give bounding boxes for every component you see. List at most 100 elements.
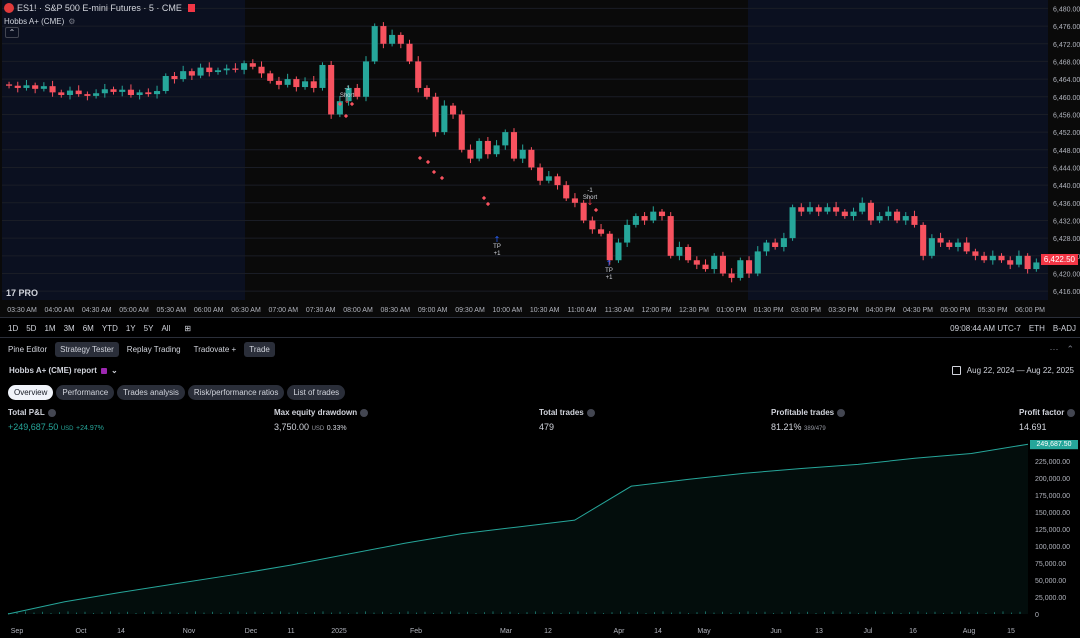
drawdown-bar — [93, 613, 94, 614]
timeframe-5y[interactable]: 5Y — [143, 323, 154, 333]
equity-tick-label: 25,000.00 — [1035, 595, 1066, 602]
timeframe-1m[interactable]: 1M — [44, 323, 56, 333]
price-tick-label: 6,472.00 — [1053, 42, 1080, 49]
candle — [954, 242, 962, 247]
timeframe-all[interactable]: All — [161, 323, 171, 333]
drawdown-bar — [866, 612, 868, 614]
price-chart-pane[interactable]: 6,480.00 6,476.00 6,472.00 6,468.00 6,464.00… — [0, 0, 1080, 318]
drawdown-bar — [161, 612, 162, 614]
timeframe-ytd[interactable]: YTD — [101, 323, 118, 333]
equity-date-label: 14 — [654, 628, 662, 635]
candle — [806, 207, 814, 212]
drawdown-bar — [943, 613, 944, 614]
time-tick-label: 05:30 PM — [978, 307, 1008, 314]
stat-value: 3,750.00 — [274, 422, 310, 432]
collapse-panel-icon[interactable]: ⌃ — [1066, 344, 1074, 354]
tab-pine-editor[interactable]: Pine Editor — [8, 344, 48, 354]
candle — [876, 216, 883, 221]
stop-marker — [581, 205, 587, 211]
stop-marker — [481, 195, 487, 201]
candle — [510, 132, 518, 159]
drawdown-bar — [178, 613, 179, 614]
equity-date-label: Dec — [245, 628, 258, 635]
drawdown-bar — [832, 611, 834, 614]
more-icon[interactable]: ⋯ — [1049, 344, 1059, 354]
signal-arrow-icon: ↓ — [344, 96, 351, 105]
drawdown-bar — [968, 612, 970, 614]
report-title[interactable]: Hobbs A+ (CME) report ⌄ — [9, 366, 118, 375]
drawdown-bar — [203, 612, 205, 614]
timeframe-6m[interactable]: 6M — [82, 323, 94, 333]
drawdown-bar — [909, 612, 910, 614]
session-toggle[interactable]: ETH — [1028, 323, 1045, 333]
symbol-title[interactable]: ES1! · S&P 500 E-mini Futures · 5 · CME — [17, 3, 182, 13]
timeframe-5d[interactable]: 5D — [26, 323, 37, 333]
candle — [824, 207, 831, 212]
price-tick-label: 6,440.00 — [1053, 183, 1080, 190]
date-range-icon[interactable]: ⊞ — [184, 323, 192, 333]
candle — [563, 185, 570, 199]
indicator-name[interactable]: Hobbs A+ (CME) — [4, 17, 65, 26]
candle — [1015, 255, 1022, 265]
indicator-settings-icon[interactable]: ⚙ — [68, 17, 76, 26]
candle — [1033, 262, 1040, 270]
equity-chart[interactable]: 225,000.00 200,000.00 175,000.00 150,000.00… — [0, 440, 1080, 638]
stat-value: 81.21% — [771, 422, 802, 432]
drawdown-bar — [169, 611, 171, 614]
info-icon[interactable] — [1067, 408, 1076, 417]
drawdown-bar — [1011, 612, 1012, 614]
info-icon[interactable] — [360, 408, 369, 417]
drawdown-bar — [229, 612, 230, 614]
adjust-toggle[interactable]: B-ADJ — [1052, 323, 1076, 333]
stat-unit: USD — [60, 426, 74, 432]
subtab-overview[interactable]: Overview — [8, 385, 54, 400]
drawdown-bar — [331, 612, 332, 614]
info-icon[interactable] — [586, 408, 595, 417]
equity-date-label: 15 — [1007, 628, 1015, 635]
subtab-performance[interactable]: Performance — [56, 385, 115, 400]
candle — [249, 63, 256, 67]
signal-arrow-icon: ↑ — [494, 235, 501, 244]
candle — [136, 92, 143, 96]
candle — [93, 93, 100, 96]
tab-trade[interactable]: Trade — [244, 341, 275, 357]
timeframe-3m[interactable]: 3M — [63, 323, 75, 333]
candle — [371, 26, 378, 62]
info-icon[interactable] — [47, 408, 56, 417]
drawdown-bar — [696, 612, 698, 614]
subtab-trades-analysis[interactable]: Trades analysis — [117, 385, 185, 400]
date-range-selector[interactable]: Aug 22, 2024 — Aug 22, 2025 — [951, 366, 1074, 375]
timeframe-1y[interactable]: 1Y — [125, 323, 136, 333]
tab-strategy-tester[interactable]: Strategy Tester — [55, 341, 119, 357]
tab-tradovate[interactable]: Tradovate + — [193, 344, 237, 354]
collapse-legend-button[interactable]: ⌃ — [5, 27, 19, 38]
candle — [685, 246, 692, 261]
info-icon[interactable] — [837, 408, 846, 417]
equity-date-label: 12 — [544, 628, 552, 635]
price-tick-label: 6,452.00 — [1053, 130, 1080, 137]
drawdown-bar — [382, 611, 383, 614]
strategy-icon — [100, 367, 107, 374]
clock-readout[interactable]: 09:08:44 AM UTC-7 — [950, 323, 1021, 333]
flag-icon[interactable] — [187, 4, 195, 12]
candle — [981, 255, 988, 261]
candle — [528, 149, 535, 168]
candle — [302, 81, 309, 88]
subtab-risk-ratios[interactable]: Risk/performance ratios — [187, 385, 285, 400]
tab-replay-trading[interactable]: Replay Trading — [126, 344, 181, 354]
stat-total-pnl: Total P&L +249,687.50 USD +24.97% — [8, 408, 104, 432]
subtab-list-of-trades[interactable]: List of trades — [287, 385, 346, 400]
candle — [859, 202, 866, 212]
time-tick-label: 09:00 AM — [418, 307, 448, 314]
stat-profit-factor: Profit factor 14.691 — [1019, 408, 1076, 432]
candle — [998, 255, 1005, 261]
price-chart[interactable]: 6,480.00 6,476.00 6,472.00 6,468.00 6,464.00… — [0, 0, 1080, 318]
timeframe-1d[interactable]: 1D — [8, 323, 19, 333]
candle — [746, 260, 753, 274]
candle — [275, 80, 282, 85]
drawdown-bar — [288, 612, 290, 614]
chevron-down-icon[interactable]: ⌄ — [110, 366, 118, 375]
stat-total-trades: Total trades 479 — [539, 408, 595, 432]
signal-arrow-icon: ↓ — [587, 198, 594, 207]
candle — [537, 167, 544, 181]
